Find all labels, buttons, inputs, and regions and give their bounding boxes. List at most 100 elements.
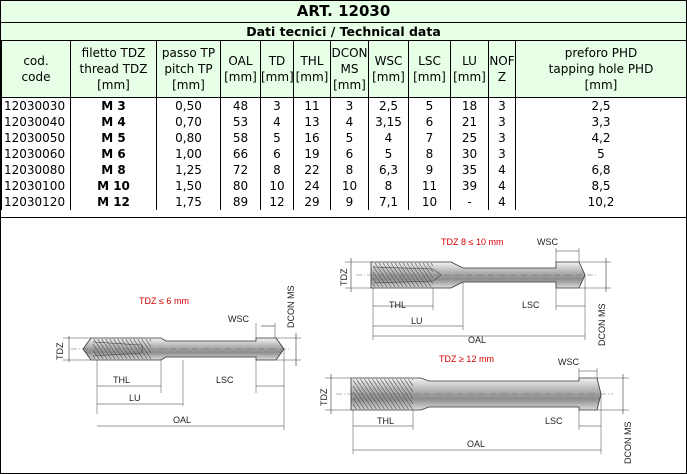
header-cell: DCON MS [mm] — [330, 40, 369, 98]
caption-small: TDZ ≤ 6 mm — [139, 296, 189, 306]
cell-pitch: 1,25 — [156, 162, 221, 178]
label-wsc: WSC — [537, 237, 558, 247]
cell-lu: 18 — [450, 97, 489, 114]
table-header-row: cod. code filetto TDZ thread TDZ [mm] passo… — [1, 40, 687, 98]
cell-thread: M 5 — [70, 130, 157, 146]
cell-phd: 6,8 — [515, 162, 687, 178]
cell-td: 6 — [260, 146, 294, 162]
cell-nof: 3 — [488, 146, 516, 162]
table-row: 12030040 M 4 0,70 53 4 13 4 3,15 6 21 3 … — [1, 114, 687, 130]
cell-td: 8 — [260, 162, 294, 178]
label-dcon: DCON MS — [286, 286, 296, 329]
cell-code: 12030120 — [1, 194, 71, 210]
table-row: 12030050 M 5 0,80 58 5 16 5 4 7 25 3 4,2 — [1, 130, 687, 146]
cell-oal: 53 — [220, 114, 261, 130]
cell-phd: 4,2 — [515, 130, 687, 146]
cell-phd: 5 — [515, 146, 687, 162]
cell-thread: M 6 — [70, 146, 157, 162]
cell-nof: 3 — [488, 114, 516, 130]
label-oal: OAL — [173, 415, 191, 425]
drawing-medium-tap: TDZ 8 ≤ 10 mm WSC THL LU OAL — [339, 237, 611, 346]
header-cell: passo TP pitch TP [mm] — [156, 40, 221, 98]
cell-thl: 24 — [293, 178, 331, 194]
label-lu: LU — [411, 316, 423, 326]
cell-td: 3 — [260, 97, 294, 114]
cell-lu: 30 — [450, 146, 489, 162]
cell-td: 12 — [260, 194, 294, 210]
cell-wsc: 3,15 — [368, 114, 409, 130]
cell-dcon: 10 — [330, 178, 369, 194]
cell-dcon: 4 — [330, 114, 369, 130]
cell-code: 12030050 — [1, 130, 71, 146]
caption-medium: TDZ 8 ≤ 10 mm — [441, 237, 503, 247]
cell-thl: 19 — [293, 146, 331, 162]
header-cell: filetto TDZ thread TDZ [mm] — [70, 40, 157, 98]
label-dcon: DCON MS — [597, 304, 607, 347]
cell-td: 10 — [260, 178, 294, 194]
technical-data-table: cod. code filetto TDZ thread TDZ [mm] passo… — [1, 40, 687, 210]
header-cell: TD [mm] — [260, 40, 294, 98]
header-cell: LSC [mm] — [408, 40, 451, 98]
cell-lsc: 6 — [408, 114, 451, 130]
header-cell: THL [mm] — [293, 40, 331, 98]
cell-phd: 2,5 — [515, 97, 687, 114]
header-cell: OAL [mm] — [220, 40, 261, 98]
caption-large: TDZ ≥ 12 mm — [439, 354, 494, 364]
label-wsc: WSC — [228, 314, 249, 324]
cell-dcon: 5 — [330, 130, 369, 146]
cell-wsc: 7,1 — [368, 194, 409, 210]
cell-wsc: 4 — [368, 130, 409, 146]
table-row: 12030080 M 8 1,25 72 8 22 8 6,3 9 35 4 6… — [1, 162, 687, 178]
cell-lsc: 5 — [408, 97, 451, 114]
label-lsc: LSC — [545, 416, 563, 426]
cell-oal: 66 — [220, 146, 261, 162]
article-title: ART. 12030 — [1, 1, 686, 23]
cell-thl: 16 — [293, 130, 331, 146]
cell-dcon: 8 — [330, 162, 369, 178]
label-thl: THL — [113, 375, 130, 385]
cell-thl: 11 — [293, 97, 331, 114]
cell-nof: 3 — [488, 130, 516, 146]
cell-oal: 89 — [220, 194, 261, 210]
cell-wsc: 6,3 — [368, 162, 409, 178]
drawing-large-tap: TDZ ≥ 12 mm WSC THL OAL LSC — [319, 354, 633, 464]
cell-oal: 48 — [220, 97, 261, 114]
cell-code: 12030040 — [1, 114, 71, 130]
label-tdz: TDZ — [339, 268, 349, 286]
header-cell: WSC [mm] — [368, 40, 409, 98]
cell-lsc: 10 — [408, 194, 451, 210]
label-wsc: WSC — [558, 357, 579, 367]
cell-thread: M 10 — [70, 178, 157, 194]
technical-drawings: TDZ ≤ 6 mm WSC THL LU — [1, 217, 686, 474]
cell-lu: - — [450, 194, 489, 210]
label-tdz: TDZ — [55, 342, 65, 360]
header-cell: preforo PHD tapping hole PHD [mm] — [515, 40, 687, 98]
cell-dcon: 9 — [330, 194, 369, 210]
cell-nof: 4 — [488, 178, 516, 194]
label-lu: LU — [129, 393, 141, 403]
cell-lsc: 8 — [408, 146, 451, 162]
cell-lu: 35 — [450, 162, 489, 178]
cell-pitch: 1,75 — [156, 194, 221, 210]
cell-nof: 4 — [488, 162, 516, 178]
cell-code: 12030080 — [1, 162, 71, 178]
cell-nof: 4 — [488, 194, 516, 210]
cell-thl: 13 — [293, 114, 331, 130]
cell-thread: M 4 — [70, 114, 157, 130]
cell-lu: 25 — [450, 130, 489, 146]
cell-wsc: 2,5 — [368, 97, 409, 114]
cell-phd: 10,2 — [515, 194, 687, 210]
table-row: 12030060 M 6 1,00 66 6 19 6 5 8 30 3 5 — [1, 146, 687, 162]
table-row: 12030120 M 12 1,75 89 12 29 9 7,1 10 - 4… — [1, 194, 687, 210]
cell-pitch: 1,00 — [156, 146, 221, 162]
cell-phd: 3,3 — [515, 114, 687, 130]
cell-oal: 72 — [220, 162, 261, 178]
section-subtitle: Dati tecnici / Technical data — [1, 23, 686, 41]
cell-lsc: 7 — [408, 130, 451, 146]
cell-wsc: 5 — [368, 146, 409, 162]
cell-lu: 21 — [450, 114, 489, 130]
cell-thread: M 3 — [70, 97, 157, 114]
cell-oal: 58 — [220, 130, 261, 146]
cell-thread: M 12 — [70, 194, 157, 210]
